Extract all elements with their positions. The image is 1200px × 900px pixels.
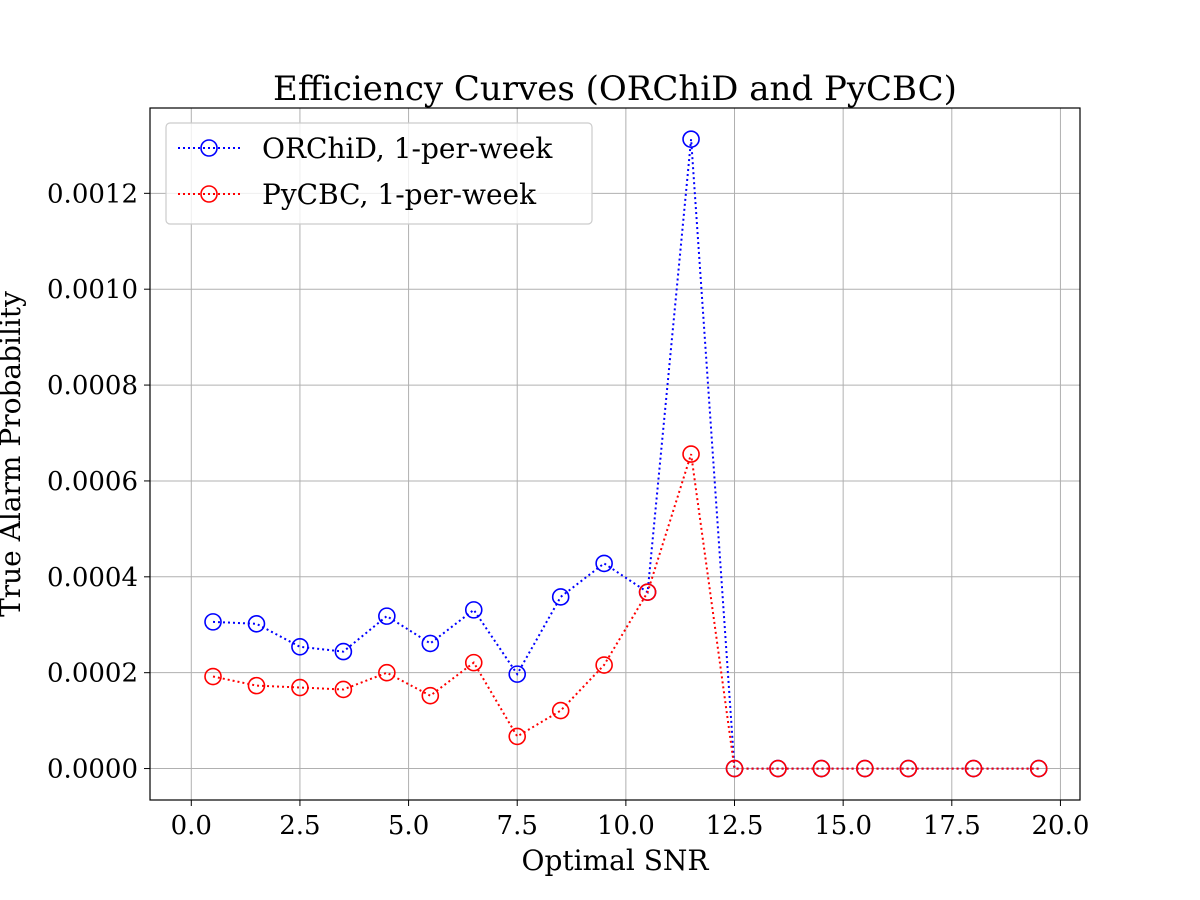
data-point xyxy=(247,614,266,633)
x-tick-label: 2.5 xyxy=(279,811,320,841)
x-axis-ticks: 0.0 2.5 5.0 7.5 10.0 12.5 15.0 17.5 20.0 xyxy=(171,800,1089,841)
data-point xyxy=(378,663,396,682)
data-point xyxy=(725,759,744,778)
x-tick-label: 12.5 xyxy=(706,811,764,841)
y-tick-label: 0.0006 xyxy=(47,467,138,497)
x-tick-label: 7.5 xyxy=(497,811,538,841)
data-point xyxy=(595,554,613,573)
x-axis-label: Optimal SNR xyxy=(522,844,710,877)
data-point xyxy=(595,656,613,674)
x-tick-label: 17.5 xyxy=(923,811,981,841)
data-point xyxy=(899,759,918,778)
y-tick-label: 0.0004 xyxy=(47,563,138,593)
data-point xyxy=(334,642,353,661)
x-tick-label: 5.0 xyxy=(388,811,429,841)
legend-label-pycbc: PyCBC, 1-per-week xyxy=(262,178,537,211)
data-point xyxy=(464,601,483,619)
data-point xyxy=(204,667,222,686)
data-point xyxy=(508,727,527,746)
legend-marker-pycbc xyxy=(200,185,218,203)
data-point xyxy=(682,130,700,148)
x-tick-label: 15.0 xyxy=(814,811,872,841)
data-point xyxy=(291,637,309,656)
series-line xyxy=(212,453,1039,770)
x-tick-label: 20.0 xyxy=(1031,811,1089,841)
grid-lines xyxy=(150,108,1080,800)
series-1 xyxy=(204,445,1048,778)
data-point xyxy=(421,686,440,705)
x-tick-label: 10.0 xyxy=(597,811,655,841)
legend-marker-orchid xyxy=(200,139,218,157)
series-line xyxy=(212,139,1039,770)
x-tick-label: 0.0 xyxy=(171,811,212,841)
data-point xyxy=(856,759,874,778)
data-point xyxy=(551,588,570,606)
y-tick-label: 0.0000 xyxy=(47,755,138,785)
data-point xyxy=(964,759,983,778)
data-point xyxy=(291,678,309,697)
y-axis-ticks: 0.0000 0.0002 0.0004 0.0006 0.0008 0.0010 0.00… xyxy=(47,179,150,785)
series-layer xyxy=(204,130,1048,778)
data-point xyxy=(682,445,700,463)
data-point xyxy=(378,607,396,625)
data-point xyxy=(421,634,440,653)
data-point xyxy=(1029,759,1048,778)
data-point xyxy=(464,653,483,672)
data-point xyxy=(812,759,831,778)
data-point xyxy=(204,613,222,631)
legend-label-orchid: ORChiD, 1-per-week xyxy=(262,132,553,165)
data-point xyxy=(508,665,527,683)
y-tick-label: 0.0008 xyxy=(47,371,138,401)
y-tick-label: 0.0002 xyxy=(47,659,138,689)
legend-box xyxy=(165,122,593,225)
y-tick-label: 0.0012 xyxy=(47,179,138,209)
data-point xyxy=(334,680,353,699)
chart-title: Efficiency Curves (ORChiD and PyCBC) xyxy=(273,69,957,109)
plot-frame xyxy=(149,107,1081,801)
data-point xyxy=(551,701,570,720)
data-point xyxy=(247,676,266,695)
data-point xyxy=(638,583,657,601)
data-point xyxy=(769,759,787,778)
y-axis-label: True Alarm Probability xyxy=(0,291,27,617)
legend: ORChiD, 1-per-week PyCBC, 1-per-week xyxy=(165,122,593,225)
y-tick-label: 0.0010 xyxy=(47,275,138,305)
